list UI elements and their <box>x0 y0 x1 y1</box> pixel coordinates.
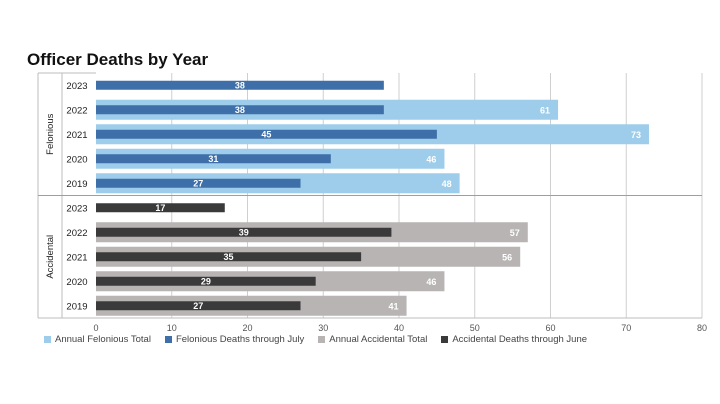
legend-swatch-felonious-july <box>164 336 172 343</box>
bar-partial-year <box>96 301 301 311</box>
data-label-partial-year: 39 <box>239 227 249 237</box>
category-label: 2023 <box>66 203 87 214</box>
data-label-annual-total: 48 <box>442 179 452 189</box>
category-label: 2019 <box>66 301 87 312</box>
data-label-annual-total: 46 <box>426 154 436 164</box>
legend-label-annual-felonious: Annual Felonious Total <box>55 334 151 345</box>
data-label-annual-total: 61 <box>540 105 550 115</box>
x-tick-label: 10 <box>167 323 177 333</box>
x-tick-label: 80 <box>697 323 707 333</box>
legend-item-felonious-july: Felonious Deaths through July <box>164 334 305 345</box>
category-label: 2023 <box>66 81 87 92</box>
data-label-partial-year: 27 <box>193 178 203 188</box>
category-label: 2022 <box>66 228 87 239</box>
data-label-partial-year: 35 <box>224 252 234 262</box>
bar-partial-year <box>96 227 392 237</box>
bar-partial-year <box>96 80 384 90</box>
group-label: Accidental <box>45 235 56 279</box>
bar-partial-year <box>96 154 331 164</box>
group-label: Felonious <box>45 113 56 154</box>
category-label: 2021 <box>66 130 87 141</box>
data-label-annual-total: 73 <box>631 130 641 140</box>
chart-title: Officer Deaths by Year <box>27 50 209 69</box>
x-tick-label: 20 <box>242 323 252 333</box>
category-label: 2020 <box>66 277 87 288</box>
data-label-partial-year: 17 <box>155 203 165 213</box>
x-tick-label: 40 <box>394 323 404 333</box>
data-label-annual-total: 57 <box>510 228 520 238</box>
legend-label-felonious-july: Felonious Deaths through July <box>175 334 305 345</box>
legend-swatch-annual-felonious <box>44 336 51 343</box>
x-tick-label: 50 <box>470 323 480 333</box>
data-label-annual-total: 56 <box>502 252 512 262</box>
category-label: 2022 <box>66 105 87 116</box>
bar-partial-year <box>96 178 301 188</box>
legend-item-accidental-june: Accidental Deaths through June <box>441 334 587 345</box>
category-label: 2021 <box>66 252 87 263</box>
legend-label-annual-accidental: Annual Accidental Total <box>329 334 428 345</box>
data-label-annual-total: 41 <box>389 301 399 311</box>
data-label-partial-year: 45 <box>261 129 271 139</box>
bar-partial-year <box>96 105 384 115</box>
x-tick-label: 70 <box>621 323 631 333</box>
legend-item-annual-accidental: Annual Accidental Total <box>318 334 427 345</box>
data-label-partial-year: 27 <box>193 301 203 311</box>
category-label: 2020 <box>66 154 87 165</box>
legend-swatch-annual-accidental <box>318 336 326 343</box>
data-label-annual-total: 46 <box>426 277 436 287</box>
data-label-partial-year: 31 <box>208 154 218 164</box>
legend-item-annual-felonious: Annual Felonious Total <box>44 334 151 345</box>
bar-partial-year <box>96 252 362 262</box>
bar-partial-year <box>96 276 316 286</box>
legend-swatch-accidental-june <box>441 336 449 343</box>
bar-partial-year <box>96 203 225 213</box>
x-tick-label: 30 <box>318 323 328 333</box>
data-label-partial-year: 38 <box>235 105 245 115</box>
data-label-partial-year: 38 <box>235 80 245 90</box>
data-label-partial-year: 29 <box>201 276 211 286</box>
category-label: 2019 <box>66 179 87 190</box>
x-tick-label: 0 <box>93 323 98 333</box>
legend: Annual Felonious Total Felonious Deaths … <box>44 334 587 345</box>
legend-label-accidental-june: Accidental Deaths through June <box>452 334 588 345</box>
bar-partial-year <box>96 129 437 139</box>
x-tick-label: 60 <box>545 323 555 333</box>
